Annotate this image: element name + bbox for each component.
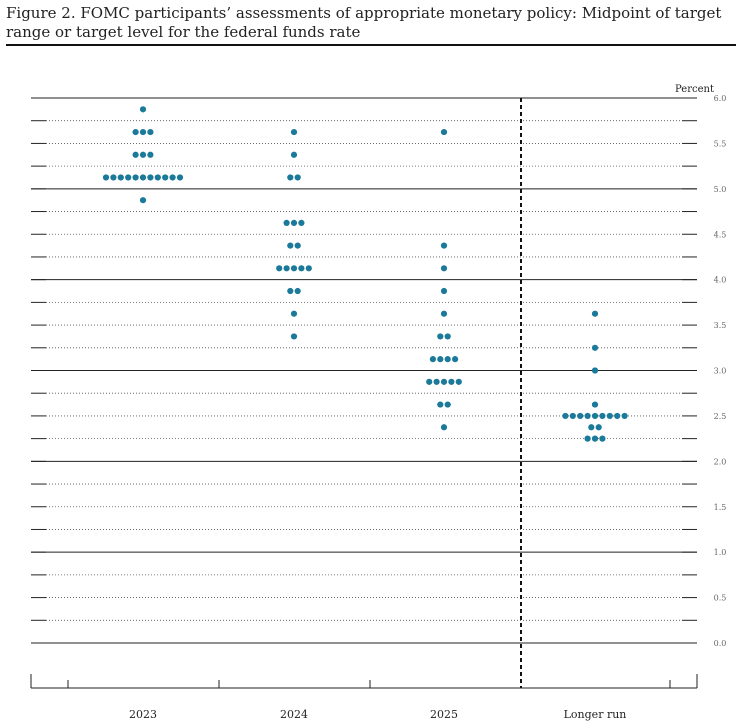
x-category-label: 2023 <box>129 708 157 721</box>
dot <box>147 151 154 158</box>
y-tick-label: 1.0 <box>714 548 727 557</box>
dot <box>162 174 169 181</box>
y-tick-label: 4.0 <box>714 276 727 285</box>
y-tick-label: 3.0 <box>714 367 727 376</box>
y-tick-label: 2.5 <box>714 412 727 421</box>
dot <box>298 265 305 272</box>
dot <box>154 174 161 181</box>
y-axis-label: Percent <box>675 84 714 95</box>
dot <box>577 412 584 420</box>
y-tick-label: 2.0 <box>714 457 727 466</box>
dot <box>139 197 147 204</box>
dot <box>591 344 599 351</box>
figure-title: Figure 2. FOMC participants’ assessments… <box>6 4 722 41</box>
dot <box>562 412 569 420</box>
dot <box>440 128 448 136</box>
dot <box>290 310 298 317</box>
x-category-label: 2025 <box>430 708 458 721</box>
dot <box>599 435 606 442</box>
dot <box>440 378 448 385</box>
dot <box>125 174 132 181</box>
dot <box>614 412 621 420</box>
dot <box>290 128 298 136</box>
dot <box>176 174 184 181</box>
dot <box>584 435 591 442</box>
dot <box>440 310 448 317</box>
dot <box>287 242 294 249</box>
dot <box>437 356 444 363</box>
dot <box>132 128 139 136</box>
dot <box>448 378 455 385</box>
y-tick-label: 0.5 <box>714 594 727 603</box>
dot <box>591 412 599 420</box>
dot <box>139 174 147 181</box>
y-tick-label: 0.0 <box>714 639 727 648</box>
dot <box>294 287 301 295</box>
dot <box>102 174 110 181</box>
y-tick-label: 4.5 <box>714 230 727 239</box>
dot <box>591 310 599 317</box>
dot <box>606 412 613 420</box>
dot <box>169 174 176 181</box>
y-tick-labels: 0.0 0.5 1.0 1.5 2.0 2.5 3.0 3.5 4.0 4.5 5.0 5.5 6.0 <box>714 94 727 648</box>
dot <box>283 219 290 226</box>
dot <box>440 242 448 249</box>
dot <box>147 128 154 136</box>
dot <box>290 151 298 158</box>
dot <box>621 412 628 420</box>
dot <box>429 356 436 363</box>
dot <box>591 367 599 374</box>
dot <box>444 333 451 340</box>
dot <box>437 401 444 408</box>
y-tick-label: 3.5 <box>714 321 727 330</box>
dot <box>452 356 459 363</box>
dot <box>444 401 451 408</box>
dot <box>591 401 599 408</box>
x-category-label: Longer run <box>564 708 627 721</box>
dot <box>287 287 294 295</box>
dot <box>132 174 139 181</box>
y-tick-label: 5.0 <box>714 185 727 194</box>
dot <box>139 128 147 136</box>
dot <box>440 424 448 431</box>
gridlines <box>31 97 697 644</box>
dot <box>437 333 444 340</box>
dot <box>147 174 154 181</box>
dot <box>433 378 440 385</box>
dot <box>455 378 462 385</box>
dot <box>283 265 290 272</box>
dot <box>444 356 451 363</box>
dot <box>287 174 294 181</box>
dot <box>591 435 599 442</box>
dot <box>298 219 305 226</box>
dot <box>117 174 124 181</box>
dot <box>588 424 595 431</box>
dot <box>294 174 301 181</box>
dot <box>139 106 147 113</box>
dots <box>102 106 628 442</box>
dot <box>595 424 602 431</box>
y-tick-label: 6.0 <box>714 94 727 103</box>
dot <box>139 151 147 158</box>
dot <box>440 287 448 295</box>
dot <box>599 412 606 420</box>
dot <box>290 333 298 340</box>
y-tick-label: 5.5 <box>714 139 727 148</box>
dot <box>290 265 298 272</box>
dot <box>290 219 298 226</box>
dot <box>132 151 139 158</box>
x-axis: 2023 2024 2025 Longer run <box>30 98 698 721</box>
dot <box>569 412 576 420</box>
dot <box>276 265 283 272</box>
title-rule <box>6 44 736 46</box>
dot <box>294 242 301 249</box>
dot <box>305 265 312 272</box>
x-category-label: 2024 <box>280 708 308 721</box>
dot <box>440 265 448 272</box>
dot <box>584 412 591 420</box>
dot <box>426 378 433 385</box>
y-tick-label: 1.5 <box>714 503 727 512</box>
dot <box>110 174 117 181</box>
